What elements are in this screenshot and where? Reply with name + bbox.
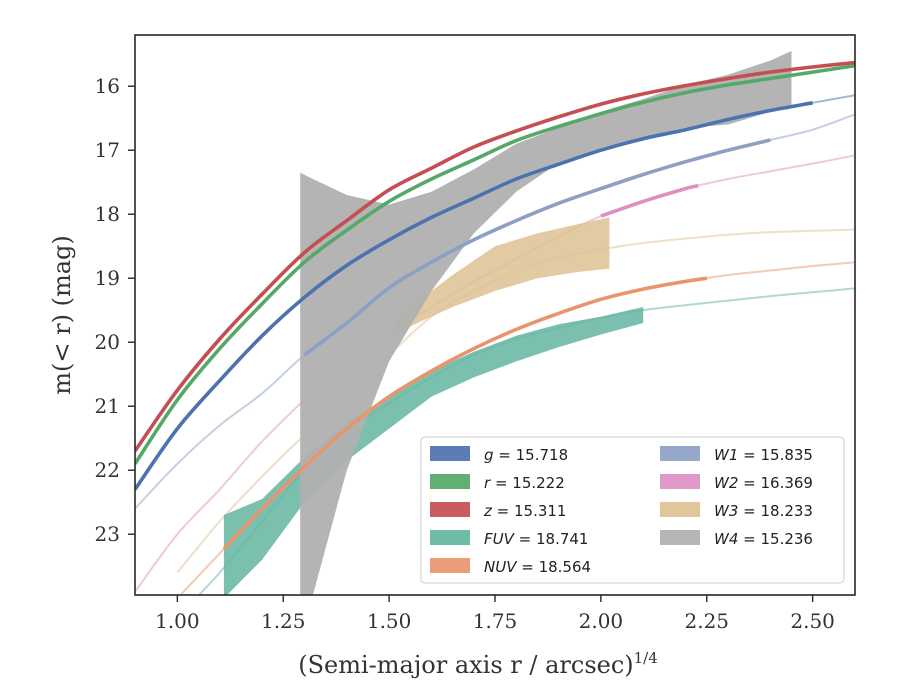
x-tick-label: 2.00 xyxy=(579,609,624,633)
w4-uncertainty-band xyxy=(300,51,792,595)
legend-series-name: z xyxy=(483,502,493,520)
y-tick-label: 21 xyxy=(95,394,120,418)
legend-box xyxy=(420,436,845,584)
legend-label: g = 15.718 xyxy=(484,446,568,464)
y-axis-label: m(< r) (mag) xyxy=(48,235,76,394)
x-axis-label: (Semi-major axis r / arcsec)1/4 xyxy=(298,649,658,679)
legend-series-name: g xyxy=(484,446,494,464)
legend-series-name: NUV xyxy=(484,558,518,576)
y-tick-label: 18 xyxy=(95,202,120,226)
legend-swatch xyxy=(430,446,470,461)
y-tick-label: 22 xyxy=(95,458,120,482)
measured-curves xyxy=(135,60,855,551)
legend-label: r = 15.222 xyxy=(484,474,565,492)
legend-item-w2: W2 = 16.369 xyxy=(660,474,813,492)
w1-measured-curve xyxy=(303,138,771,357)
x-tick-label: 2.25 xyxy=(684,609,729,633)
legend-series-name: W1 xyxy=(714,446,738,464)
legend-series-value: = 16.369 xyxy=(738,474,813,492)
x-tick-label: 1.00 xyxy=(155,609,200,633)
legend-swatch xyxy=(660,530,700,545)
y-tick-label: 20 xyxy=(95,330,120,354)
legend-swatch xyxy=(430,474,470,489)
legend-swatch xyxy=(660,446,700,461)
legend-series-name: W2 xyxy=(714,474,738,492)
y-tick-label: 17 xyxy=(95,138,120,162)
legend-series-value: = 18.233 xyxy=(738,502,813,520)
legend-label: z = 15.311 xyxy=(483,502,566,520)
legend-series-value: = 15.236 xyxy=(738,530,813,548)
legend-item-fuv: FUV = 18.741 xyxy=(430,530,588,548)
x-tick-label: 2.50 xyxy=(790,609,835,633)
legend-series-name: W3 xyxy=(714,502,738,520)
legend-series-value: = 15.835 xyxy=(738,446,813,464)
legend-label: W2 = 16.369 xyxy=(714,474,813,492)
legend-swatch xyxy=(430,502,470,517)
z-measured-curve xyxy=(135,60,855,453)
legend-item-z: z = 15.311 xyxy=(430,502,566,520)
r-measured-curve xyxy=(135,63,855,465)
legend-swatch xyxy=(660,474,700,489)
legend-item-w3: W3 = 18.233 xyxy=(660,502,813,520)
g-measured-curve xyxy=(135,101,813,491)
legend-series-value: = 15.222 xyxy=(490,474,565,492)
legend-swatch xyxy=(660,502,700,517)
legend-series-value: = 15.718 xyxy=(494,446,569,464)
legend-series-name: FUV xyxy=(484,530,516,548)
x-axis-label-superscript: 1/4 xyxy=(634,649,658,667)
legend-label: W3 = 18.233 xyxy=(714,502,813,520)
legend-label: NUV = 18.564 xyxy=(484,558,591,576)
legend-label: W1 = 15.835 xyxy=(714,446,813,464)
w2-measured-curve xyxy=(600,183,699,218)
x-axis-ticks: 1.00 1.25 1.50 1.75 2.00 2.25 2.50 xyxy=(155,595,835,633)
legend-series-name: r xyxy=(484,474,491,492)
legend-series-value: = 18.564 xyxy=(516,558,591,576)
w3-uncertainty-band xyxy=(389,217,610,343)
y-tick-label: 16 xyxy=(95,74,120,98)
legend-series-value: = 18.741 xyxy=(514,530,589,548)
legend-item-g: g = 15.718 xyxy=(430,446,568,464)
uncertainty-bands xyxy=(223,51,792,595)
legend-item-w1: W1 = 15.835 xyxy=(660,446,813,464)
legend-swatch xyxy=(430,558,470,573)
legend-item-nuv: NUV = 18.564 xyxy=(430,558,591,576)
legend-item-w4: W4 = 15.236 xyxy=(660,530,813,548)
nuv-measured-curve xyxy=(222,276,708,551)
x-tick-label: 1.50 xyxy=(367,609,412,633)
legend-label: FUV = 18.741 xyxy=(484,530,588,548)
legend-item-r: r = 15.222 xyxy=(430,474,565,492)
y-tick-label: 19 xyxy=(95,266,120,290)
x-tick-label: 1.25 xyxy=(261,609,306,633)
legend-label: W4 = 15.236 xyxy=(714,530,813,548)
y-tick-label: 23 xyxy=(95,522,120,546)
y-axis-ticks: 16 17 18 19 20 21 22 23 xyxy=(95,74,135,546)
legend-series-name: W4 xyxy=(714,530,738,548)
legend-swatch xyxy=(430,530,470,545)
x-axis-label-text: (Semi-major axis r / arcsec) xyxy=(298,651,633,679)
x-tick-label: 1.75 xyxy=(473,609,518,633)
legend-series-value: = 15.311 xyxy=(492,502,567,520)
